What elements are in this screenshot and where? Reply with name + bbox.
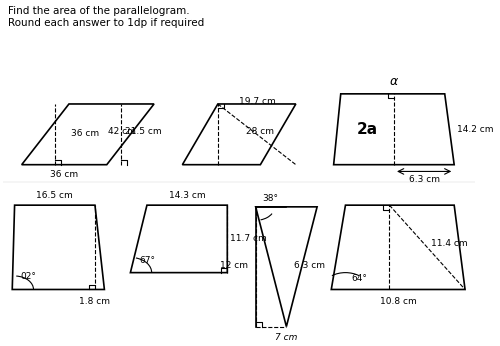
Text: 14.2 cm: 14.2 cm: [458, 125, 494, 134]
Text: 67°: 67°: [140, 256, 156, 265]
Text: 02°: 02°: [20, 272, 36, 281]
Text: Find the area of the parallelogram.
Round each answer to 1dp if required: Find the area of the parallelogram. Roun…: [8, 6, 204, 28]
Text: 2a: 2a: [357, 122, 378, 137]
Text: 6.3 cm: 6.3 cm: [294, 261, 326, 270]
Text: 42 cm: 42 cm: [108, 127, 136, 136]
Text: 11.7 cm: 11.7 cm: [230, 234, 266, 243]
Text: 1.8 cm: 1.8 cm: [80, 297, 110, 306]
Text: 36 cm: 36 cm: [50, 170, 78, 179]
Text: α: α: [390, 75, 398, 88]
Text: 28 cm: 28 cm: [246, 127, 274, 136]
Text: 16.5 cm: 16.5 cm: [36, 191, 73, 200]
Text: 11.4 cm: 11.4 cm: [431, 239, 468, 248]
Text: 6.3 cm: 6.3 cm: [408, 175, 440, 184]
Text: 12 cm: 12 cm: [220, 261, 248, 270]
Text: 19.7 cm: 19.7 cm: [238, 97, 276, 106]
Text: 14.3 cm: 14.3 cm: [169, 191, 205, 200]
Text: 36 cm: 36 cm: [72, 129, 100, 138]
Text: 38°: 38°: [262, 194, 278, 203]
Text: 10.8 cm: 10.8 cm: [380, 297, 417, 306]
Text: 64°: 64°: [352, 274, 368, 283]
Text: 21.5 cm: 21.5 cm: [124, 127, 162, 136]
Text: 7 cm: 7 cm: [275, 333, 297, 342]
